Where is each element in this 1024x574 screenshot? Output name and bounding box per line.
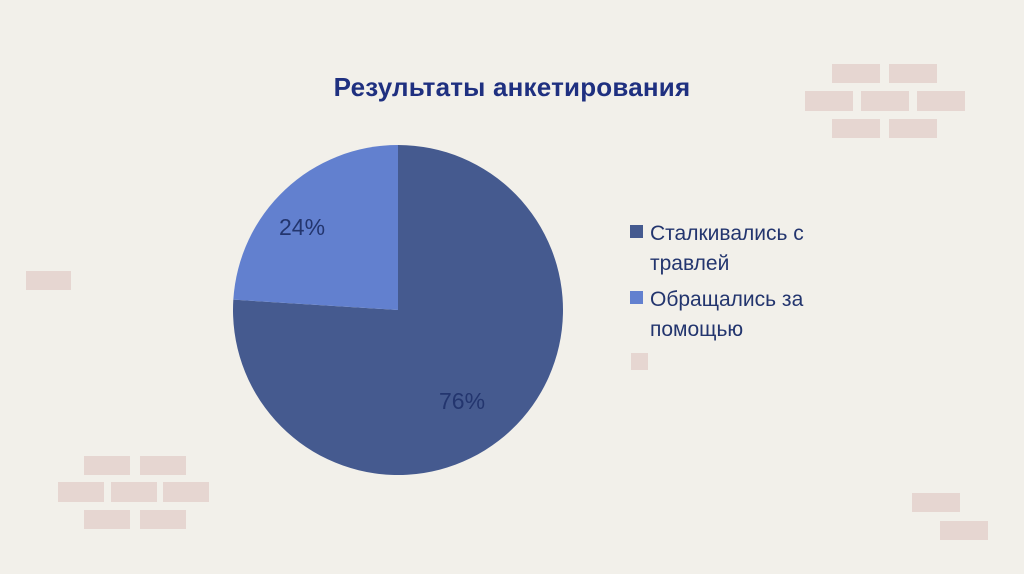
legend-item-label: Сталкивались с травлей	[650, 222, 804, 275]
decorative-brick	[631, 353, 648, 370]
pie-slice[interactable]	[233, 145, 398, 310]
legend-item[interactable]: Сталкивались с травлей	[630, 219, 890, 279]
decorative-brick	[111, 482, 157, 502]
pie-chart: 76% 24%	[233, 145, 563, 475]
pie-slice[interactable]	[233, 145, 563, 475]
legend-item[interactable]: Обращались за помощью	[630, 285, 890, 345]
decorative-brick	[58, 482, 104, 502]
page-title: Результаты анкетирования	[333, 72, 691, 102]
decorative-brick	[889, 119, 937, 138]
decorative-brick	[84, 510, 130, 529]
decorative-brick	[832, 119, 880, 138]
legend-swatch-icon	[630, 225, 643, 238]
decorative-brick	[140, 510, 186, 529]
decorative-brick	[912, 493, 960, 512]
pie-slice-label: 24%	[279, 214, 326, 240]
decorative-brick	[26, 271, 71, 290]
legend-item-label: Обращались за помощью	[650, 288, 804, 341]
decorative-brick	[163, 482, 209, 502]
decorative-brick	[84, 456, 130, 475]
legend-swatch-icon	[630, 291, 643, 304]
pie-slice-label: 76%	[439, 388, 486, 414]
pie-chart-svg	[233, 145, 563, 475]
chart-legend: Сталкивались с травлей Обращались за пом…	[630, 219, 890, 351]
decorative-brick	[940, 521, 988, 540]
decorative-brick	[140, 456, 186, 475]
